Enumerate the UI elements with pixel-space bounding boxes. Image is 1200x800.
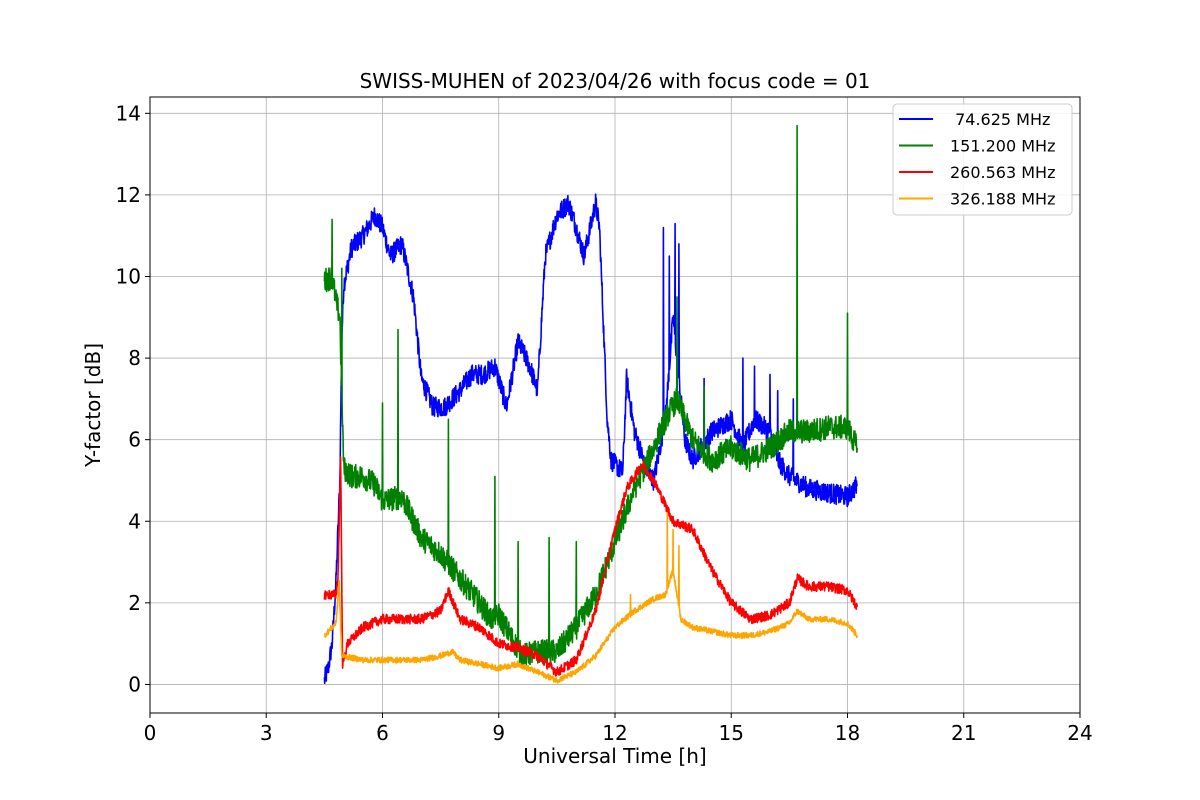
x-axis-ticks: 0 3 6 9 12 15 18 21 24 [144, 713, 1093, 745]
x-axis-label: Universal Time [h] [523, 744, 706, 768]
x-tick-label: 21 [951, 721, 976, 745]
y-tick-label: 6 [128, 428, 141, 452]
x-tick-label: 3 [260, 721, 273, 745]
series-line-2 [323, 456, 858, 677]
y-tick-label: 10 [116, 264, 141, 288]
y-tick-label: 0 [128, 672, 141, 696]
y-tick-label: 2 [128, 591, 141, 615]
legend-label: 326.188 MHz [950, 190, 1055, 209]
legend-label: 74.625 MHz [950, 110, 1050, 129]
legend-box [892, 103, 1073, 216]
y-tick-label: 4 [128, 509, 141, 533]
legend: 74.625 MHz 151.200 MHz 260.563 MHz 326.188 … [892, 103, 1073, 216]
x-tick-label: 0 [144, 721, 157, 745]
x-tick-label: 15 [719, 721, 744, 745]
series-line-0 [323, 193, 858, 685]
legend-label: 151.200 MHz [950, 137, 1055, 156]
x-tick-label: 6 [376, 721, 389, 745]
x-tick-label: 18 [835, 721, 860, 745]
series-line-1 [323, 124, 858, 669]
x-tick-label: 24 [1067, 721, 1092, 745]
y-axis-label: Y-factor [dB] [81, 343, 105, 468]
y-tick-label: 8 [128, 346, 141, 370]
y-tick-label: 12 [116, 183, 141, 207]
legend-label: 260.563 MHz [950, 163, 1055, 182]
x-tick-label: 12 [602, 721, 627, 745]
series-line-3 [323, 512, 858, 684]
chart-title: SWISS-MUHEN of 2023/04/26 with focus cod… [360, 69, 871, 93]
grid [149, 97, 1081, 713]
y-tick-label: 14 [116, 101, 141, 125]
y-axis-ticks: 0 2 4 6 8 10 12 14 [116, 101, 150, 696]
series-lines [323, 124, 858, 685]
x-tick-label: 9 [492, 721, 505, 745]
